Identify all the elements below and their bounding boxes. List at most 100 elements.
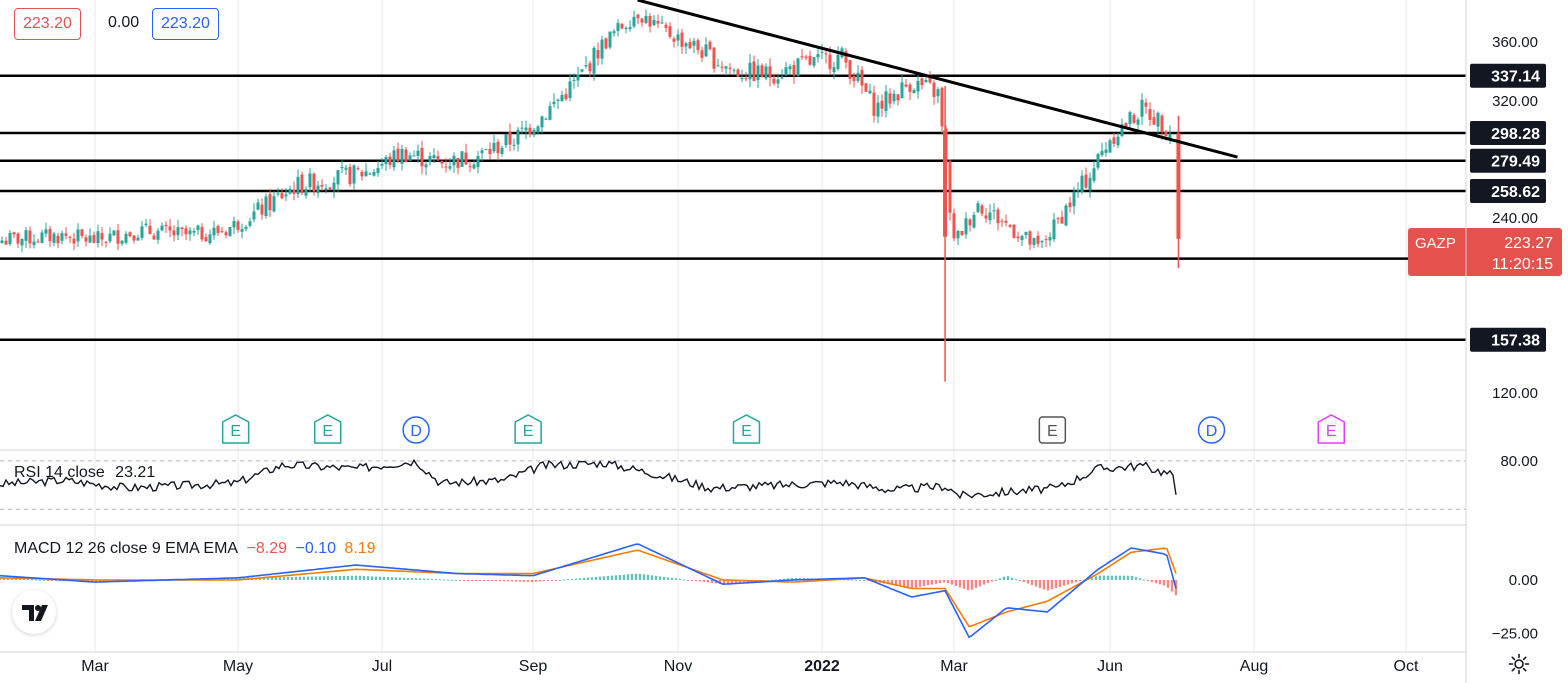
macd-histogram-bar <box>1066 579 1070 585</box>
macd-histogram-bar <box>306 576 310 580</box>
price-tick-label: 120.00 <box>1492 385 1538 402</box>
macd-histogram-bar <box>1058 579 1062 587</box>
macd-histogram-bar <box>438 579 442 581</box>
candle-body <box>316 185 320 193</box>
candle-body <box>464 152 468 165</box>
macd-histogram-bar <box>1110 575 1114 580</box>
event-letter: D <box>410 423 422 440</box>
candle-body <box>1116 136 1120 146</box>
macd-value: −8.29 <box>246 540 288 557</box>
candle-body <box>924 80 928 83</box>
candle-body <box>100 233 104 240</box>
macd-histogram-bar <box>1158 579 1162 585</box>
candle-body <box>560 94 564 102</box>
candle-body <box>388 156 392 165</box>
candle-body <box>964 218 968 235</box>
candle-body <box>4 240 8 245</box>
candle-body <box>248 221 252 226</box>
candle-body <box>748 62 752 80</box>
candle-body <box>1072 191 1076 207</box>
candle-body <box>776 79 780 84</box>
macd-histogram-bar <box>1030 579 1034 586</box>
time-tick-label: Jun <box>1097 658 1123 675</box>
tradingview-logo[interactable] <box>12 590 56 634</box>
candle-body <box>656 21 660 24</box>
signal-line <box>0 547 1177 628</box>
candle-body <box>364 171 368 177</box>
candle-body <box>148 225 152 235</box>
macd-histogram-bar <box>790 577 794 580</box>
last-candle <box>1176 133 1181 239</box>
candle-body <box>712 47 716 69</box>
macd-histogram-bar <box>702 579 706 582</box>
rsi-tick-label: 80.00 <box>1500 453 1538 470</box>
macd-histogram-bar <box>610 575 614 580</box>
candle-body <box>828 54 832 70</box>
macd-histogram-bar <box>330 576 334 580</box>
candle-body <box>220 231 224 233</box>
candle-body <box>556 99 560 101</box>
trendline[interactable] <box>637 0 1238 159</box>
candle-body <box>496 141 500 154</box>
candle-body <box>884 91 888 112</box>
candle-body <box>96 231 100 244</box>
candle-body <box>1124 123 1128 127</box>
macd-histogram-bar <box>994 579 998 581</box>
macd-histogram-bar <box>598 576 602 580</box>
candle-body <box>336 170 340 185</box>
level-label-bg <box>1470 327 1546 352</box>
ask-price-pill[interactable]: 223.20 <box>152 8 219 40</box>
candle-body <box>256 202 260 210</box>
macd-histogram-bar <box>1090 577 1094 580</box>
macd-histogram-bar <box>618 574 622 580</box>
candle-body <box>984 215 988 219</box>
candle-body <box>800 56 804 58</box>
macd-histogram-bar <box>482 579 486 581</box>
candle-body <box>36 241 40 243</box>
bid-price-pill[interactable]: 223.20 <box>14 8 81 40</box>
candle-body <box>424 164 428 168</box>
macd-histogram-bar <box>778 579 782 581</box>
candle-body <box>832 67 836 73</box>
candle-body <box>452 155 456 166</box>
macd-histogram-bar <box>538 579 542 582</box>
macd-histogram-bar <box>238 577 242 580</box>
gear-icon[interactable] <box>1508 653 1530 675</box>
candle-body <box>168 226 172 231</box>
candle-body <box>52 233 56 244</box>
macd-histogram-bar <box>986 579 990 584</box>
candle-body <box>808 55 812 65</box>
level-label-bg <box>1470 179 1546 204</box>
macd-histogram-bar <box>290 576 294 580</box>
candle-body <box>1088 177 1092 191</box>
candle-body <box>652 20 656 26</box>
macd-histogram-bar <box>774 579 778 581</box>
candle-body <box>1160 115 1164 132</box>
macd-histogram-bar <box>794 577 798 580</box>
macd-histogram-bar <box>406 577 410 580</box>
macd-line <box>0 543 1177 639</box>
macd-histogram-bar <box>30 579 34 581</box>
macd-histogram-bar <box>226 578 230 580</box>
macd-histogram-bar <box>642 574 646 580</box>
macd-histogram-bar <box>1142 579 1146 581</box>
level-label: 298.28 <box>1491 126 1540 143</box>
candle-body <box>968 219 972 226</box>
macd-histogram-bar <box>938 579 942 584</box>
candle-body <box>904 84 908 87</box>
candle-body <box>1040 240 1044 243</box>
candle-body <box>480 150 484 154</box>
candle-body <box>300 174 304 194</box>
candle-body <box>1024 231 1028 236</box>
earnings-marker: E <box>732 414 761 444</box>
macd-histogram-bar <box>486 579 490 581</box>
candle-body <box>212 227 216 236</box>
candle-body <box>56 235 60 244</box>
macd-histogram-bar <box>974 579 978 588</box>
candle-body <box>912 90 916 94</box>
candle-body <box>180 227 184 230</box>
candle-body <box>44 229 48 234</box>
macd-histogram-bar <box>662 576 666 580</box>
macd-histogram-bar <box>570 578 574 580</box>
